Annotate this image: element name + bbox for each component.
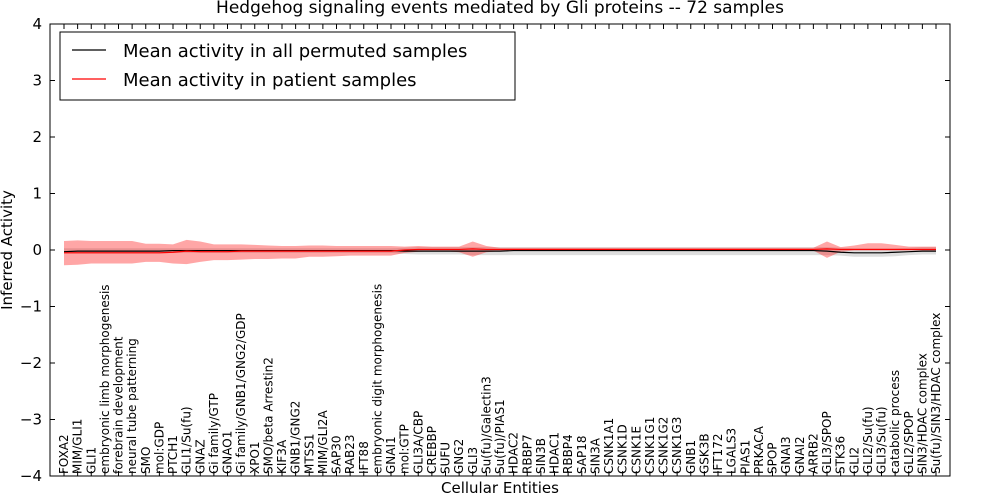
x-tick-label: SIN3B bbox=[534, 438, 548, 474]
x-tick-label: GNAZ bbox=[193, 439, 207, 474]
x-tick-label: mol:GTP bbox=[398, 424, 412, 474]
x-tick-label: forebrain development bbox=[112, 336, 126, 474]
x-tick-label: Su(fu)/PIAS1 bbox=[493, 399, 507, 474]
x-tick-label: Su(fu)/SIN3/HDAC complex bbox=[929, 313, 943, 474]
x-tick-label: GNAO1 bbox=[221, 431, 235, 474]
x-tick-label: GNAI2 bbox=[793, 436, 807, 474]
y-tick-label: 3 bbox=[32, 72, 42, 90]
x-tick-label: GSK3B bbox=[697, 433, 711, 474]
x-tick-label: SAP18 bbox=[575, 435, 589, 474]
x-tick-label: CSNK1G2 bbox=[657, 417, 671, 474]
x-tick-label: KIF3A bbox=[275, 439, 289, 474]
x-tick-label: ARRB2 bbox=[806, 433, 820, 474]
x-tick-label: XPO1 bbox=[248, 441, 262, 474]
y-tick-label: 1 bbox=[32, 185, 42, 203]
x-tick-label: CSNK1A1 bbox=[602, 418, 616, 474]
series-line-patient bbox=[64, 248, 936, 254]
x-tick-label: RBBP7 bbox=[520, 434, 534, 474]
y-tick-label: −4 bbox=[20, 467, 42, 485]
x-tick-label: GLI1/Su(fu) bbox=[180, 406, 194, 474]
x-tick-label: SIN3/HDAC complex bbox=[915, 353, 929, 474]
x-tick-label: SIN3A bbox=[588, 437, 602, 474]
series-line-permuted bbox=[63, 249, 936, 254]
chart-title: Hedgehog signaling events mediated by Gl… bbox=[216, 0, 784, 18]
y-tick-label: −3 bbox=[20, 411, 42, 429]
x-tick-label: Su(fu)/Galectin3 bbox=[479, 376, 493, 474]
x-tick-label: SMO bbox=[139, 447, 153, 474]
x-tick-label: Gi family/GNB1/GNG2/GDP bbox=[234, 313, 248, 474]
y-tick-label: −1 bbox=[20, 298, 42, 316]
x-tick-label: GNB1 bbox=[684, 440, 698, 474]
x-tick-label: HDAC1 bbox=[548, 432, 562, 474]
x-tick-label: FOXA2 bbox=[57, 434, 71, 474]
x-axis-ticks: FOXA2 MIM/GLI1 GLI1 embryonic limb morphoge… bbox=[57, 24, 943, 476]
x-tick-label: GLI2/SPOP bbox=[902, 411, 916, 474]
legend-box bbox=[59, 31, 516, 101]
x-tick-label: STK36 bbox=[834, 436, 848, 474]
x-tick-label: MTSS1 bbox=[302, 433, 316, 474]
y-tick-label: 0 bbox=[32, 241, 42, 259]
x-tick-label: CSNK1G3 bbox=[670, 417, 684, 474]
x-tick-label: neural tube patterning bbox=[125, 338, 139, 474]
x-tick-label: mol:GDP bbox=[152, 422, 166, 474]
x-tick-label: SUFU bbox=[439, 442, 453, 474]
x-tick-label: embryonic limb morphogenesis bbox=[98, 284, 112, 474]
x-tick-label: GLI1 bbox=[84, 447, 98, 474]
x-tick-label: SMO/beta Arrestin2 bbox=[261, 357, 275, 474]
x-tick-label: LGALS3 bbox=[725, 428, 739, 474]
x-tick-label: GLI3A/CBP bbox=[411, 411, 425, 474]
x-tick-label: CSNK1E bbox=[629, 426, 643, 474]
x-tick-label: GLI3/Su(fu) bbox=[875, 406, 889, 474]
x-tick-label: HDAC2 bbox=[507, 432, 521, 474]
x-tick-label: GLI3 bbox=[466, 447, 480, 474]
x-tick-label: CSNK1G1 bbox=[643, 417, 657, 474]
x-tick-label: RBBP4 bbox=[561, 434, 575, 474]
legend-label-permuted: Mean activity in all permuted samples bbox=[123, 41, 467, 62]
x-tick-label: PTCH1 bbox=[166, 435, 180, 474]
y-tick-label: 2 bbox=[32, 128, 42, 146]
x-tick-label: RAB23 bbox=[343, 434, 357, 474]
y-axis-label: Inferred Activity bbox=[0, 190, 16, 310]
x-tick-label: GLI2/Su(fu) bbox=[861, 406, 875, 474]
x-tick-label: PIAS1 bbox=[738, 440, 752, 474]
series-lines bbox=[63, 248, 936, 254]
x-tick-label: GLI3/SPOP bbox=[820, 411, 834, 474]
x-tick-label: IFT88 bbox=[357, 441, 371, 474]
y-tick-label: 4 bbox=[32, 15, 42, 33]
y-axis-ticks: −4 −3 −2 −1 0 1 2 3 4 bbox=[20, 15, 950, 485]
x-tick-label: catabolic process bbox=[888, 370, 902, 474]
x-tick-label: GNG2 bbox=[452, 439, 466, 474]
x-tick-label: MIM/GLI1 bbox=[71, 419, 85, 474]
x-tick-label: CSNK1D bbox=[616, 424, 630, 474]
legend-label-patient: Mean activity in patient samples bbox=[123, 70, 417, 91]
legend: Mean activity in all permuted samples Me… bbox=[59, 31, 516, 101]
x-tick-label: IFT172 bbox=[711, 434, 725, 474]
x-tick-label: SPOP bbox=[766, 442, 780, 474]
x-tick-label: GLI2 bbox=[847, 447, 861, 474]
x-tick-label: GNAI3 bbox=[779, 436, 793, 474]
x-tick-label: PRKACA bbox=[752, 425, 766, 474]
x-tick-label: CREBBP bbox=[425, 426, 439, 474]
x-tick-label: SAP30 bbox=[330, 435, 344, 474]
x-tick-label: embryonic digit morphogenesis bbox=[370, 284, 384, 474]
x-tick-label: GNAI1 bbox=[384, 436, 398, 474]
x-tick-label: MIM/GLI2A bbox=[316, 410, 330, 474]
x-tick-label: GNB1/GNG2 bbox=[289, 401, 303, 474]
y-tick-label: −2 bbox=[20, 354, 42, 372]
x-axis-label: Cellular Entities bbox=[441, 479, 559, 497]
band-patient bbox=[64, 239, 936, 266]
x-tick-label: Gi family/GTP bbox=[207, 393, 221, 474]
